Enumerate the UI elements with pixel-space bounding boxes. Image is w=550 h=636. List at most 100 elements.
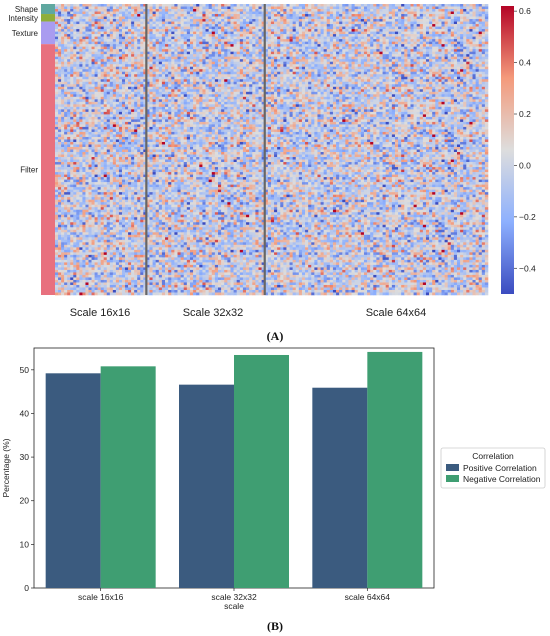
heatmap-cell bbox=[202, 4, 206, 7]
heatmap-cell bbox=[121, 214, 126, 218]
heatmap-cell bbox=[70, 154, 74, 158]
heatmap-cell bbox=[140, 227, 144, 231]
heatmap-cell bbox=[211, 31, 216, 35]
heatmap-cell bbox=[143, 111, 147, 115]
heatmap-cell bbox=[70, 26, 74, 30]
heatmap-cell bbox=[91, 289, 95, 293]
heatmap-cell bbox=[103, 86, 108, 90]
heatmap-cell bbox=[161, 31, 166, 35]
heatmap-cell bbox=[149, 79, 153, 83]
heatmap-cell bbox=[106, 76, 111, 80]
heatmap-cell bbox=[94, 189, 98, 193]
heatmap-cell bbox=[146, 51, 150, 55]
heatmap-cell bbox=[73, 222, 77, 226]
heatmap-cell bbox=[199, 49, 203, 52]
heatmap-cell bbox=[131, 111, 135, 115]
heatmap-cell bbox=[121, 101, 126, 105]
heatmap-cell bbox=[55, 189, 59, 193]
heatmap-cell bbox=[131, 177, 135, 180]
heatmap-cell bbox=[55, 169, 59, 173]
heatmap-cell bbox=[115, 159, 120, 163]
heatmap-cell bbox=[205, 29, 209, 32]
heatmap-cell bbox=[94, 212, 98, 216]
heatmap-cell bbox=[140, 76, 144, 80]
heatmap-cell bbox=[61, 99, 65, 103]
heatmap-cell bbox=[64, 19, 68, 22]
heatmap-cell bbox=[94, 259, 98, 263]
heatmap-cell bbox=[94, 51, 98, 55]
heatmap-cell bbox=[109, 199, 114, 203]
heatmap-cell bbox=[143, 227, 147, 231]
heatmap-cell bbox=[70, 121, 74, 125]
heatmap-cell bbox=[152, 101, 156, 105]
heatmap-cell bbox=[143, 254, 147, 258]
heatmap-cell bbox=[61, 19, 65, 22]
heatmap-cell bbox=[171, 24, 175, 27]
heatmap-cell bbox=[199, 34, 203, 37]
heatmap-cell bbox=[165, 79, 169, 83]
heatmap-cell bbox=[137, 264, 141, 268]
heatmap-cell bbox=[155, 29, 160, 32]
heatmap-cell bbox=[208, 46, 213, 50]
heatmap-cell bbox=[115, 84, 120, 88]
heatmap-cell bbox=[94, 269, 98, 273]
heatmap-cell bbox=[249, 94, 253, 98]
heatmap-cell bbox=[205, 99, 209, 103]
heatmap-cell bbox=[134, 287, 138, 291]
heatmap-cell bbox=[73, 86, 77, 90]
heatmap-cell bbox=[67, 86, 71, 90]
heatmap-cell bbox=[76, 212, 80, 216]
heatmap-cell bbox=[82, 152, 86, 155]
heatmap-cell bbox=[82, 292, 86, 296]
heatmap-cell bbox=[58, 274, 62, 278]
heatmap-cell bbox=[82, 104, 86, 108]
heatmap-cell bbox=[193, 94, 197, 98]
heatmap-cell bbox=[174, 9, 178, 12]
heatmap-cell bbox=[121, 79, 126, 83]
heatmap-cell bbox=[82, 109, 86, 113]
heatmap-cell bbox=[103, 202, 108, 205]
heatmap-cell bbox=[199, 9, 203, 12]
heatmap-cell bbox=[67, 71, 71, 75]
heatmap-cell bbox=[85, 207, 89, 211]
heatmap-cell bbox=[70, 237, 74, 241]
heatmap-cell bbox=[76, 111, 80, 115]
heatmap-cell bbox=[177, 66, 181, 70]
heatmap-cell bbox=[103, 254, 108, 258]
heatmap-cell bbox=[118, 272, 123, 276]
heatmap-cell bbox=[146, 74, 150, 78]
heatmap-cell bbox=[61, 222, 65, 226]
heatmap-cell bbox=[134, 217, 138, 221]
heatmap-cell bbox=[168, 36, 172, 40]
heatmap-cell bbox=[221, 59, 225, 62]
heatmap-cell bbox=[255, 31, 259, 35]
heatmap-cell bbox=[112, 157, 117, 160]
heatmap-cell bbox=[121, 197, 126, 200]
heatmap-cell bbox=[103, 164, 108, 168]
heatmap-cell bbox=[239, 59, 244, 62]
heatmap-cell bbox=[143, 74, 147, 78]
row-group-color-texture bbox=[41, 21, 55, 45]
heatmap-cell bbox=[112, 49, 117, 52]
heatmap-cell bbox=[70, 149, 74, 153]
heatmap-cell bbox=[79, 144, 83, 148]
heatmap-cell bbox=[121, 274, 126, 278]
heatmap-cell bbox=[128, 121, 132, 125]
heatmap-cell bbox=[180, 99, 185, 103]
heatmap-cell bbox=[140, 91, 144, 95]
heatmap-cell bbox=[64, 24, 68, 27]
heatmap-cell bbox=[221, 96, 225, 100]
heatmap-cell bbox=[109, 46, 114, 50]
heatmap-cell bbox=[131, 126, 135, 130]
heatmap-cell bbox=[91, 179, 95, 183]
heatmap-cell bbox=[239, 36, 244, 40]
heatmap-cell bbox=[196, 56, 200, 60]
heatmap-cell bbox=[112, 94, 117, 98]
heatmap-cell bbox=[183, 51, 188, 55]
heatmap-cell bbox=[249, 61, 253, 65]
heatmap-cell bbox=[208, 89, 213, 93]
heatmap-cell bbox=[221, 79, 225, 83]
heatmap-cell bbox=[177, 21, 181, 25]
heatmap-cell bbox=[100, 177, 105, 180]
heatmap-cell bbox=[109, 247, 114, 251]
